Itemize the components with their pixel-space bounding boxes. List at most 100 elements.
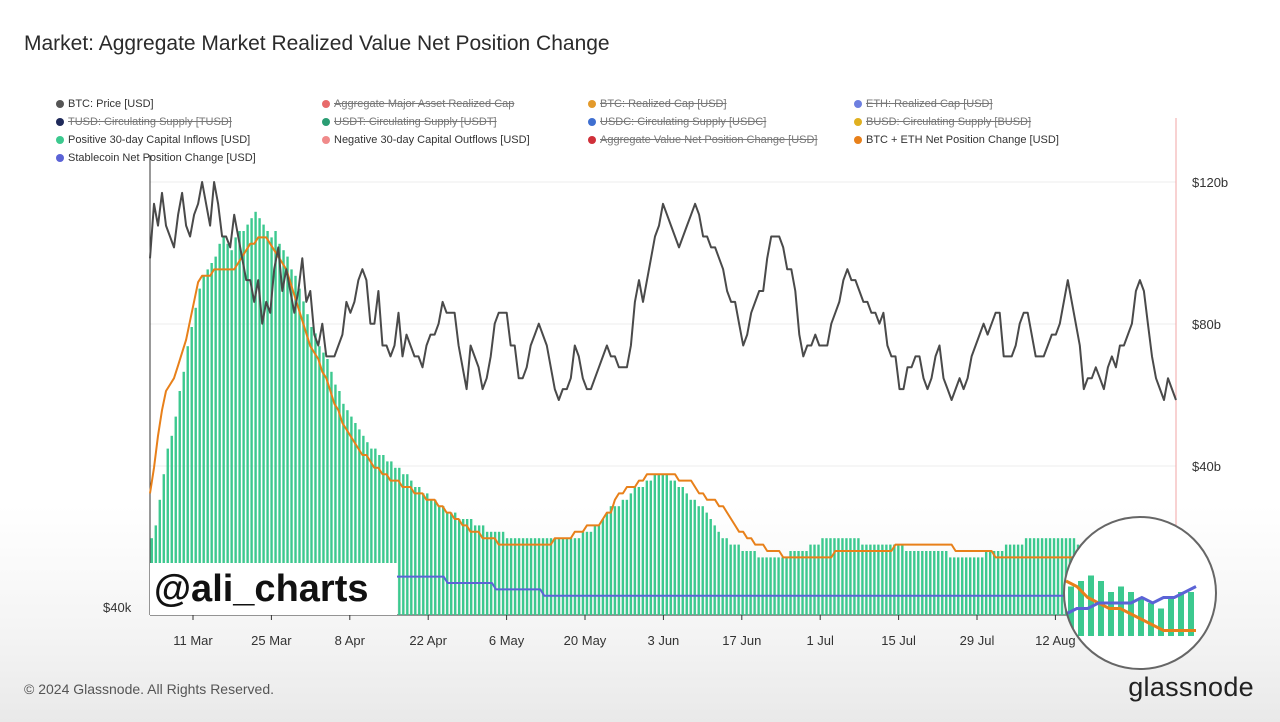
inflow-bar [525, 538, 529, 615]
inflow-bar [609, 506, 613, 615]
inflow-bar [705, 512, 708, 615]
inflow-bar [933, 551, 936, 615]
inflow-bar [785, 557, 788, 615]
inflow-bar [601, 519, 605, 615]
inflow-bar [238, 231, 241, 615]
legend-dot-icon [588, 136, 596, 144]
inflow-bar [529, 538, 533, 615]
inflow-bar [186, 346, 189, 615]
inflow-bar [481, 525, 485, 615]
inflow-bar [322, 352, 325, 615]
inflow-bar [581, 531, 585, 615]
inflow-bar [1004, 544, 1008, 615]
inflow-bar [789, 551, 792, 615]
inflow-bar [366, 442, 369, 615]
inflow-bar [877, 544, 880, 615]
inflow-bar [278, 243, 281, 616]
inflow-bar [190, 327, 193, 615]
x-tick-label: 6 May [489, 633, 525, 648]
inflow-bar [222, 237, 225, 615]
inflow-bar [382, 455, 385, 615]
inflow-bar [438, 506, 441, 615]
inflow-bar [721, 538, 724, 615]
legend-label: Negative 30-day Capital Outflows [USD] [334, 134, 530, 146]
x-tick-label: 29 Jul [960, 633, 995, 648]
x-tick-label: 15 Jul [881, 633, 916, 648]
inflow-bar [901, 544, 904, 615]
btc-price-line [149, 181, 1177, 401]
legend-dot-icon [56, 100, 64, 108]
legend-item[interactable]: Aggregate Value Net Position Change [USD… [588, 134, 817, 146]
inflow-bar [318, 346, 321, 615]
inflow-bar [653, 474, 657, 615]
legend-item[interactable]: Aggregate Major Asset Realized Cap [322, 98, 514, 110]
inflow-bar [641, 487, 645, 615]
inflow-bar [972, 557, 976, 615]
inflow-bar [593, 525, 597, 615]
legend-item[interactable]: BTC: Realized Cap [USD] [588, 98, 727, 110]
inflow-bar [358, 429, 361, 615]
legend-item[interactable]: BUSD: Circulating Supply [BUSD] [854, 116, 1031, 128]
inflow-bar [1052, 538, 1056, 615]
inflow-bar [585, 531, 589, 615]
legend-item[interactable]: BTC: Price [USD] [56, 98, 154, 110]
inflow-bar [374, 448, 377, 615]
inflow-bar [454, 512, 457, 615]
inflow-bar [613, 506, 617, 615]
legend-item[interactable]: USDT: Circulating Supply [USDT] [322, 116, 497, 128]
inflow-bar [885, 544, 888, 615]
legend-item[interactable]: USDC: Circulating Supply [USDC] [588, 116, 766, 128]
inflow-bar [1036, 538, 1040, 615]
legend-item[interactable]: Stablecoin Net Position Change [USD] [56, 152, 256, 164]
inflow-bar [422, 493, 425, 615]
legend-item[interactable]: Positive 30-day Capital Inflows [USD] [56, 134, 250, 146]
inflow-bar [941, 551, 944, 615]
legend-item[interactable]: TUSD: Circulating Supply [TUSD] [56, 116, 232, 128]
inflow-bar [637, 487, 641, 615]
inflow-bar [621, 499, 625, 615]
legend-label: BTC: Realized Cap [USD] [600, 98, 727, 110]
inflow-bar [1044, 538, 1048, 615]
legend-item[interactable]: BTC + ETH Net Position Change [USD] [854, 134, 1059, 146]
inflow-bar [418, 487, 421, 615]
inflow-bar [949, 557, 952, 615]
inflow-bar [677, 487, 680, 615]
inflow-bar [390, 461, 393, 615]
zoom-inflow-bar [1138, 597, 1144, 636]
inflow-bar [338, 391, 341, 615]
inflow-bar [1056, 538, 1060, 615]
inflow-bar [206, 269, 209, 615]
inflow-bar [302, 301, 305, 615]
y-tick-label: $80b [1192, 317, 1221, 332]
inflow-bar [214, 256, 217, 615]
inflow-bar [346, 410, 349, 615]
inflow-bar [821, 538, 824, 615]
inflow-bar [162, 474, 165, 615]
inflow-bar [234, 237, 237, 615]
inflow-bar [817, 544, 820, 615]
inflow-bar [617, 506, 621, 615]
inflow-bar [430, 499, 433, 615]
inflow-bar [657, 474, 661, 615]
inflow-bar [701, 506, 704, 615]
zoom-inflow-bar [1118, 586, 1124, 636]
inflow-bar [198, 288, 201, 615]
inflow-bar [781, 557, 784, 615]
x-tick-label: 20 May [564, 633, 607, 648]
btc-eth-line [149, 236, 1176, 610]
inflow-bar [1012, 544, 1016, 615]
inflow-bar [645, 480, 649, 615]
y-tick-label: $40k [103, 600, 132, 615]
inflow-bar [298, 288, 301, 615]
inflow-bar [992, 551, 996, 615]
inflow-bar [869, 544, 872, 615]
inflow-bar [605, 512, 609, 615]
inflow-bar [761, 557, 764, 615]
inflow-bar [881, 544, 884, 615]
legend-item[interactable]: ETH: Realized Cap [USD] [854, 98, 993, 110]
inflow-bar [984, 551, 988, 615]
inflow-bar [354, 423, 357, 615]
inflow-bar [1032, 538, 1036, 615]
legend-item[interactable]: Negative 30-day Capital Outflows [USD] [322, 134, 530, 146]
